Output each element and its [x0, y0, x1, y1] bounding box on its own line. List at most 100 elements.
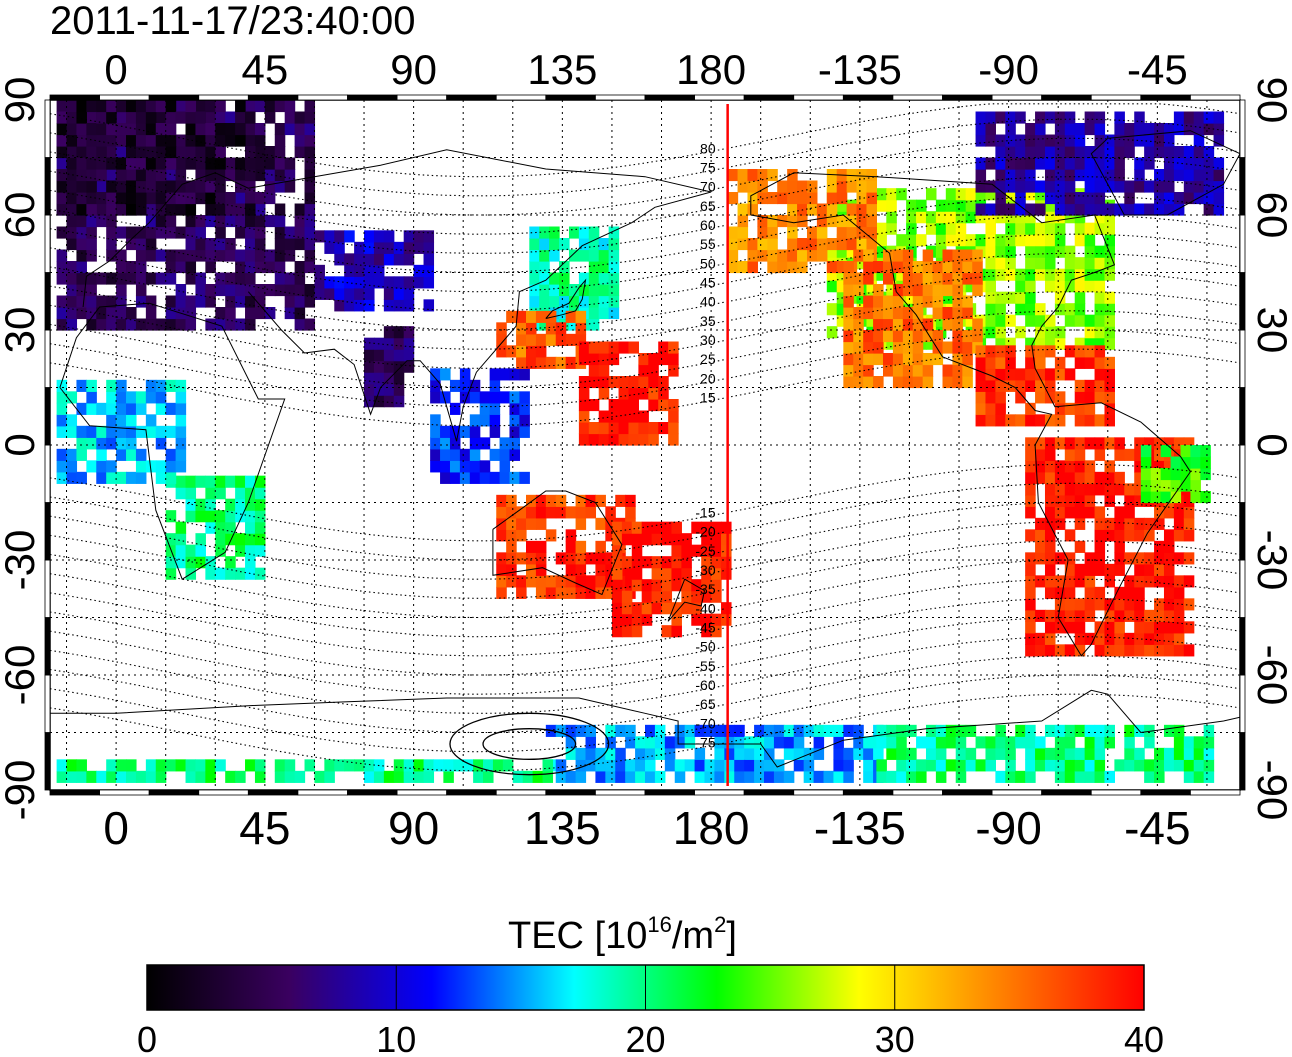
tec-cell — [985, 303, 996, 316]
tec-cell — [1124, 483, 1135, 496]
tec-cell — [354, 253, 365, 266]
tec-cell — [1044, 280, 1056, 293]
tec-cell — [1094, 448, 1106, 461]
tec-cell — [373, 372, 385, 385]
tec-cell — [304, 134, 316, 147]
tec-cell — [721, 567, 732, 580]
tec-cell — [1094, 157, 1106, 170]
tec-cell — [1025, 563, 1036, 576]
tec-cell — [116, 759, 127, 772]
tec-cell — [1114, 540, 1125, 553]
tec-cell — [886, 211, 897, 224]
lon-label-bottom: 135 — [524, 802, 601, 854]
tec-cell — [1064, 609, 1076, 622]
tec-cell — [1084, 460, 1096, 473]
tec-cell — [843, 318, 854, 331]
tec-cell — [185, 123, 197, 136]
tec-cell — [684, 736, 696, 749]
tec-cell — [985, 234, 996, 247]
tec-cell — [843, 295, 854, 308]
tec-cell — [373, 253, 385, 266]
tec-cell — [469, 391, 481, 404]
tec-cell — [1064, 644, 1076, 657]
tec-cell — [1054, 460, 1066, 473]
tec-cell — [56, 192, 68, 205]
tec-cell — [1084, 586, 1096, 599]
tec-cell — [489, 368, 501, 381]
tec-cell — [66, 192, 78, 205]
tec-cell — [1124, 609, 1135, 622]
tec-cell — [1074, 471, 1086, 484]
tec-cell — [747, 192, 758, 205]
tec-cell — [559, 261, 570, 274]
tec-cell — [1074, 222, 1086, 235]
tec-cell — [853, 249, 864, 262]
tec-cell — [975, 402, 987, 415]
tec-cell — [1025, 203, 1036, 216]
tec-cell — [479, 471, 491, 484]
tec-cell — [284, 238, 296, 251]
tec-cell — [1144, 770, 1155, 783]
tec-cell — [1144, 157, 1155, 170]
lat-label-left: 60 — [0, 192, 43, 239]
tec-cell — [922, 318, 934, 331]
tec-cell — [1144, 529, 1155, 542]
tec-cell — [1035, 157, 1046, 170]
tec-cell — [995, 303, 1006, 316]
tec-cell — [86, 318, 97, 331]
tec-cell — [535, 540, 547, 553]
tec-cell — [126, 759, 137, 772]
tec-cell — [225, 238, 236, 251]
tec-cell — [175, 425, 187, 438]
tec-cell — [205, 100, 216, 113]
tec-cell — [853, 736, 864, 749]
tec-cell — [744, 759, 755, 772]
tec-cell — [952, 376, 963, 389]
tec-cell — [892, 284, 904, 297]
tec-cell — [605, 770, 616, 783]
tec-cell — [985, 180, 996, 193]
tec-cell — [126, 770, 137, 783]
tec-cell — [1044, 326, 1056, 339]
tec-cell — [106, 379, 117, 392]
tec-cell — [575, 494, 587, 507]
tec-cell — [1134, 759, 1145, 772]
tec-cell — [767, 261, 778, 274]
tec-cell — [1064, 483, 1076, 496]
tec-cell — [1064, 724, 1076, 737]
tec-cell — [1015, 134, 1026, 147]
tec-cell — [56, 203, 68, 216]
tec-cell — [1025, 123, 1036, 136]
tec-cell — [575, 506, 587, 519]
tec-cell — [1035, 736, 1046, 749]
tec-cell — [694, 759, 706, 772]
tec-cell — [135, 146, 147, 159]
tec-cell — [1200, 445, 1211, 458]
tec-cell — [1025, 303, 1036, 316]
tec-cell — [912, 295, 924, 308]
tec-cell — [205, 157, 216, 170]
tec-cell — [1035, 303, 1046, 316]
tec-cell — [235, 157, 246, 170]
tec-cell — [922, 272, 934, 285]
tec-cell — [1064, 529, 1076, 542]
tec-cell — [126, 307, 137, 320]
tec-cell — [235, 123, 246, 136]
tec-cell — [1144, 759, 1155, 772]
tec-cell — [701, 590, 712, 603]
tec-cell — [1094, 552, 1106, 565]
tec-cell — [274, 215, 286, 228]
tec-cell — [813, 736, 825, 749]
colorbar-tick-label: 30 — [875, 1019, 915, 1057]
tec-cell — [674, 736, 686, 749]
tec-cell — [1064, 460, 1076, 473]
tec-cell — [539, 318, 550, 331]
tec-cell — [354, 241, 365, 254]
tec-cell — [1124, 632, 1135, 645]
tec-cell — [254, 169, 266, 182]
tec-cell — [106, 391, 117, 404]
tec-cell — [1084, 632, 1096, 645]
tec-cell — [165, 261, 177, 274]
tec-cell — [1074, 747, 1086, 760]
tec-cell — [1054, 111, 1066, 124]
